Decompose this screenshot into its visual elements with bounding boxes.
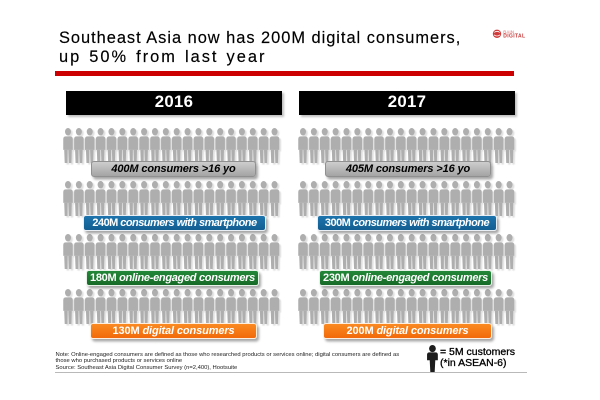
svg-text:DIGITAL: DIGITAL xyxy=(503,33,525,39)
svg-text:BAIN: BAIN xyxy=(503,30,514,35)
